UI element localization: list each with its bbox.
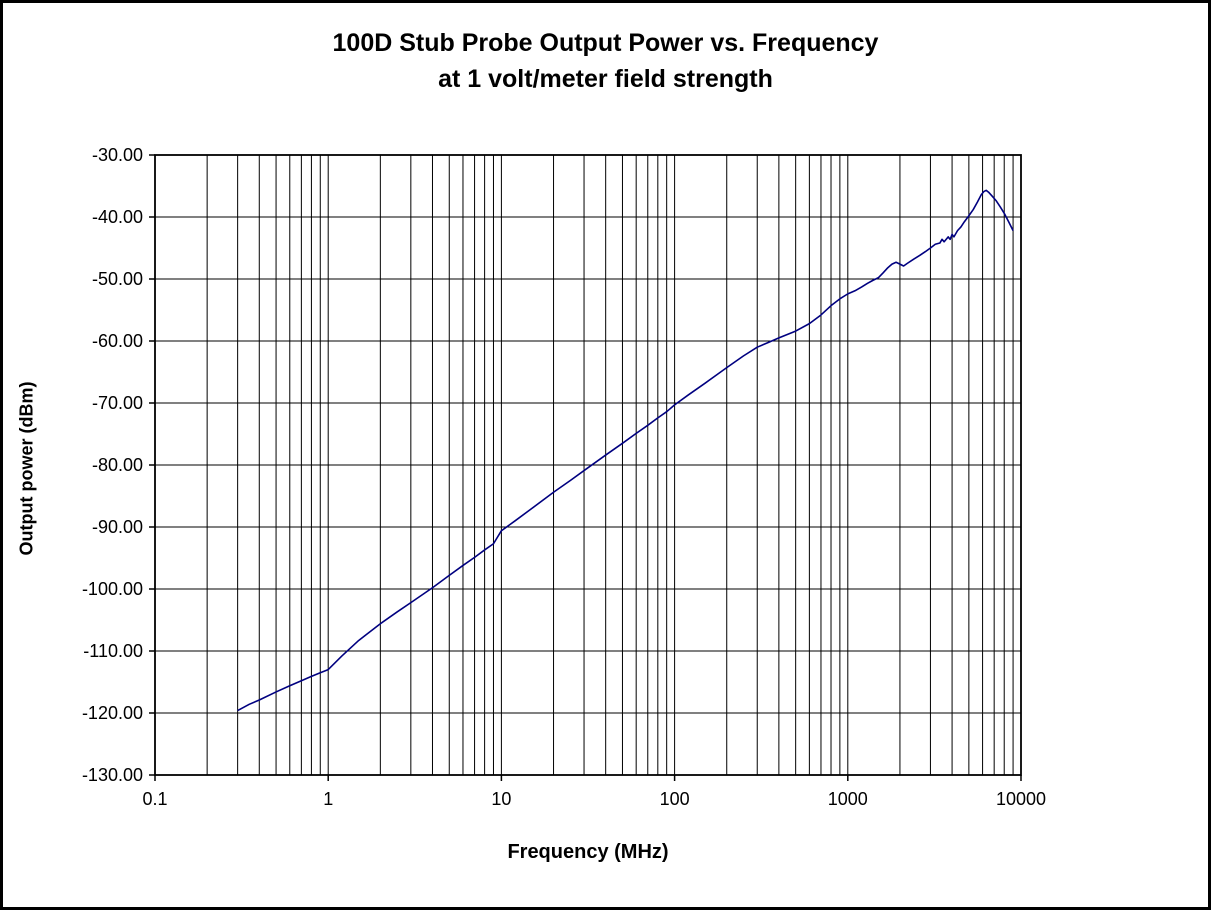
y-tick-label: -50.00 [92, 269, 143, 289]
x-tick-label: 0.1 [142, 789, 167, 809]
chart-plot-area: -30.00 -40.00 -50.00 -60.00 -70.00 -80.00 -90.… [82, 145, 1046, 809]
chart-title-line-1: 100D Stub Probe Output Power vs. Frequen… [332, 29, 879, 57]
y-tick-label: -100.00 [82, 579, 143, 599]
x-tick-label: 100 [660, 789, 690, 809]
y-tick-label: -110.00 [83, 641, 143, 661]
chart-title: 100D Stub Probe Output Power vs. Frequen… [3, 25, 1208, 97]
y-tick-label: -130.00 [82, 765, 143, 785]
y-tick-label: -120.00 [82, 703, 143, 723]
x-tick-label: 10000 [996, 789, 1046, 809]
chart-title-line-2: at 1 volt/meter field strength [438, 65, 773, 93]
y-tick-label: -90.00 [92, 517, 143, 537]
y-tick-label: -40.00 [92, 207, 143, 227]
series-line [237, 189, 1014, 712]
x-tick-label: 1000 [828, 789, 868, 809]
y-tick-label: -70.00 [92, 393, 143, 413]
y-tick-label: -30.00 [92, 145, 143, 165]
plot-border [154, 154, 1022, 776]
x-tick-label: 1 [323, 789, 333, 809]
x-axis-label: Frequency (MHz) [507, 841, 669, 863]
y-tick-label: -80.00 [92, 455, 143, 475]
y-tick-label: -60.00 [92, 331, 143, 351]
x-tick-label: 10 [491, 789, 511, 809]
